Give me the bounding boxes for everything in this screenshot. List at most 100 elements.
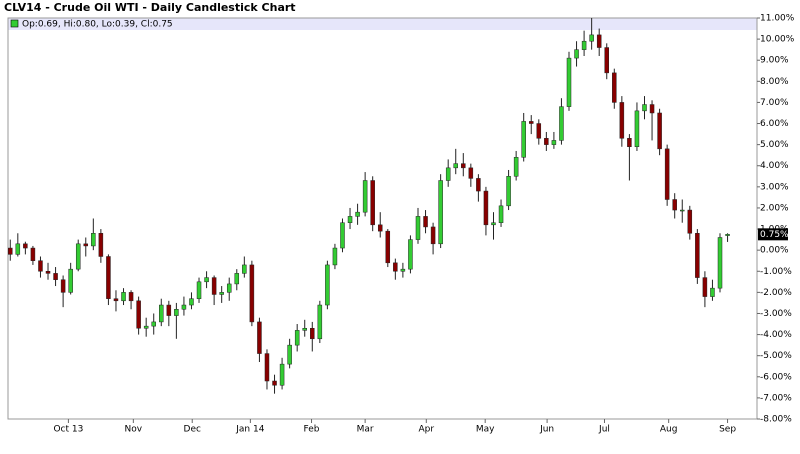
candle-body [559, 106, 564, 141]
candle-body [551, 140, 557, 145]
candle-body [181, 304, 187, 310]
y-tick-label: 3.00% [760, 182, 789, 192]
candle-body [438, 180, 443, 245]
y-tick-label: -8.00% [760, 415, 792, 425]
candle-body [589, 34, 594, 42]
candle-body [596, 34, 602, 48]
candle-body [257, 321, 262, 354]
x-tick-label: Sep [719, 425, 736, 435]
candle-body [634, 110, 640, 147]
x-tick-label: Nov [125, 425, 143, 435]
candle-body [664, 148, 670, 200]
candle-body [264, 353, 270, 382]
candle-body [8, 247, 13, 255]
candle-body [385, 230, 391, 264]
candle-body [83, 243, 89, 247]
candle-body [310, 327, 315, 340]
candle-body [174, 309, 179, 316]
candle-body [362, 180, 368, 213]
candle-body [574, 49, 579, 59]
candle-body [38, 260, 43, 272]
candle-body [242, 264, 247, 274]
candle-body [476, 178, 481, 192]
candle-body [23, 243, 28, 249]
x-tick-label: Feb [304, 425, 320, 435]
candle-body [566, 57, 572, 107]
candle-body [113, 298, 119, 302]
candle-body [355, 211, 360, 217]
candle-body [211, 277, 217, 295]
candle-body [189, 298, 194, 306]
candle-body [136, 300, 141, 329]
candle-body [468, 167, 474, 179]
y-tick-label: -7.00% [760, 393, 792, 403]
candle-body [325, 264, 330, 306]
last-price-box [758, 228, 788, 241]
candle-body [649, 104, 655, 114]
candle-body [159, 304, 164, 323]
candle-body [498, 205, 504, 223]
candle-body [513, 157, 519, 177]
y-tick-label: -2.00% [760, 288, 792, 298]
candle-body [687, 209, 693, 234]
y-tick-label: 0.00% [760, 246, 789, 256]
x-tick-label: Jul [598, 425, 610, 435]
y-tick-label: 8.00% [760, 77, 789, 87]
candle-body [506, 176, 511, 207]
candle-body [370, 180, 375, 226]
candle-body [393, 262, 398, 272]
candle-body [710, 287, 715, 297]
candle-body [627, 138, 632, 147]
y-tick-label: 5.00% [760, 140, 789, 150]
y-tick-label: -1.00% [760, 267, 792, 277]
legend-text: Op:0.69, Hi:0.80, Lo:0.39, Cl:0.75 [22, 20, 173, 30]
candle-body [544, 138, 549, 145]
candle-body [702, 277, 708, 297]
candle-body [143, 325, 149, 329]
candle-body [423, 216, 428, 228]
x-tick-label: Apr [419, 425, 435, 435]
candle-body [483, 190, 489, 226]
candle-body [249, 264, 255, 323]
candle-body [521, 121, 526, 158]
candle-body [30, 247, 36, 261]
candle-body [75, 243, 81, 270]
y-tick-label: 10.00% [760, 35, 795, 45]
candle-body [581, 40, 587, 50]
candle-body [604, 47, 609, 74]
candle-body [347, 216, 353, 223]
y-tick-label: 6.00% [760, 119, 789, 129]
candle-body [45, 271, 51, 274]
plot-frame [7, 17, 758, 420]
candle-body [60, 279, 66, 293]
candle-body [219, 292, 224, 295]
candle-body [695, 233, 700, 278]
chart-title: CLV14 - Crude Oil WTI - Daily Candlestic… [4, 1, 296, 14]
y-tick-label: 2.00% [760, 203, 789, 213]
x-tick-label: Jan 14 [235, 425, 264, 435]
candle-body [612, 72, 617, 103]
candle-body [204, 277, 209, 283]
candle-body [15, 243, 21, 255]
candle-body [619, 102, 625, 139]
candle-body [377, 224, 383, 232]
candle-body [196, 281, 202, 299]
candle-body [400, 268, 406, 272]
candle-body [151, 321, 156, 327]
last-price-label: 0.75% [760, 230, 789, 240]
candle-body [536, 123, 542, 139]
candle-body [91, 233, 96, 247]
legend-swatch [10, 19, 19, 28]
candle-body [166, 304, 172, 316]
candle-body [717, 237, 723, 289]
candle-body [332, 247, 338, 266]
candle-body [279, 363, 285, 386]
x-tick-label: Mar [357, 425, 374, 435]
candle-body [528, 121, 534, 124]
candle-body [272, 380, 277, 386]
candle-body [128, 292, 134, 302]
y-tick-label: -4.00% [760, 330, 792, 340]
candle-body [680, 209, 685, 212]
x-tick-label: Dec [184, 425, 201, 435]
